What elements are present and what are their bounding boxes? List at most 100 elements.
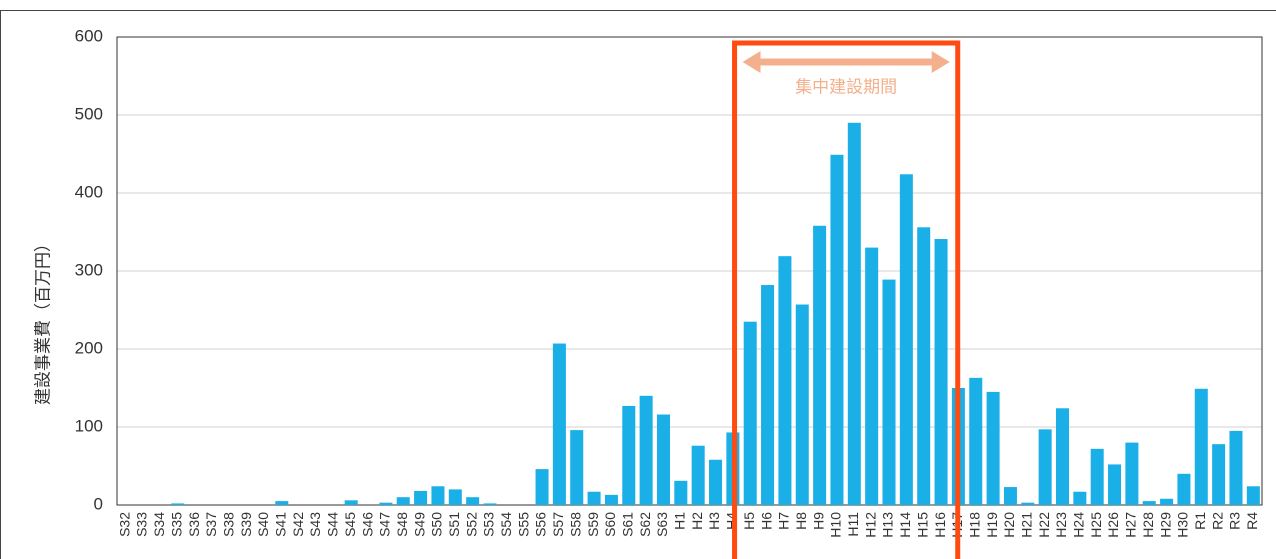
bar: [483, 503, 497, 505]
bar: [865, 247, 879, 505]
bar: [466, 497, 480, 505]
x-tick-label: S42: [290, 512, 306, 537]
x-tick-label: S33: [134, 512, 150, 537]
bar: [986, 391, 1000, 505]
bar: [1177, 473, 1191, 505]
x-tick-label: S46: [359, 512, 375, 537]
highlight-box: [732, 40, 961, 559]
bar: [622, 405, 636, 505]
x-tick-label: H14: [897, 512, 913, 538]
bar: [344, 500, 358, 505]
bar: [1003, 487, 1017, 505]
bar: [552, 343, 566, 505]
x-tick-label: H26: [1105, 512, 1121, 538]
x-tick-label: S41: [273, 512, 289, 537]
bar: [847, 122, 861, 506]
bar: [1246, 486, 1260, 505]
x-tick-label: S54: [498, 512, 514, 537]
x-tick-label: H8: [793, 512, 809, 530]
bar: [1229, 430, 1243, 505]
x-tick-label: H27: [1123, 512, 1139, 538]
x-tick-label: S56: [533, 512, 549, 537]
y-tick-label: 500: [75, 104, 103, 123]
bar: [778, 256, 792, 505]
bar: [1108, 464, 1122, 505]
y-tick-label: 600: [75, 26, 103, 45]
y-tick-label: 200: [75, 338, 103, 357]
x-tick-label: H24: [1071, 512, 1087, 538]
bar: [1212, 444, 1226, 505]
x-tick-label: S32: [116, 512, 132, 537]
x-tick-label: S63: [654, 512, 670, 537]
bar: [1073, 491, 1087, 505]
x-tick-label: S48: [394, 512, 410, 537]
x-tick-label: S62: [637, 512, 653, 537]
x-tick-label: H7: [776, 512, 792, 530]
bar: [691, 445, 705, 505]
bar: [448, 489, 462, 505]
x-tick-label: H21: [1018, 512, 1034, 538]
x-tick-label: S39: [238, 512, 254, 537]
bar: [570, 430, 584, 505]
x-tick-label: H23: [1053, 512, 1069, 538]
x-tick-label: H19: [984, 512, 1000, 538]
x-tick-label: S36: [186, 512, 202, 537]
bar: [882, 279, 896, 505]
x-tick-label: S38: [220, 512, 236, 537]
x-tick-label: H4: [724, 512, 740, 530]
x-tick-label: S40: [255, 512, 271, 537]
x-tick-label: H3: [706, 512, 722, 530]
bar: [1194, 388, 1208, 505]
bar: [917, 227, 931, 505]
bar: [275, 501, 289, 505]
bar: [795, 304, 809, 505]
x-tick-label: H6: [758, 512, 774, 530]
x-tick-label: R4: [1244, 512, 1260, 530]
x-tick-label: H15: [914, 512, 930, 538]
bar: [171, 503, 185, 505]
x-tick-label: S47: [377, 512, 393, 537]
x-tick-label: S45: [342, 512, 358, 537]
x-tick-label: H5: [741, 512, 757, 530]
bar: [934, 239, 948, 505]
x-tick-label: S43: [307, 512, 323, 537]
bar: [709, 459, 723, 505]
bar: [1038, 429, 1052, 505]
x-tick-label: H16: [932, 512, 948, 538]
x-tick-label: S61: [619, 512, 635, 537]
x-tick-label: H25: [1088, 512, 1104, 538]
bar: [535, 469, 549, 505]
x-tick-label: S35: [168, 512, 184, 537]
x-tick-label: S58: [567, 512, 583, 537]
bar: [969, 377, 983, 505]
x-tick-label: S44: [325, 512, 341, 537]
bar: [1125, 442, 1139, 505]
x-tick-label: H12: [862, 512, 878, 538]
x-tick-label: H18: [966, 512, 982, 538]
x-tick-label: S59: [585, 512, 601, 537]
x-tick-label: H29: [1157, 512, 1173, 538]
bar: [743, 321, 757, 505]
y-tick-label: 100: [75, 416, 103, 435]
x-tick-label: S50: [429, 512, 445, 537]
bar: [1142, 501, 1156, 505]
bar: [656, 414, 670, 505]
x-tick-label: H9: [810, 512, 826, 530]
x-tick-label: H30: [1175, 512, 1191, 538]
x-tick-label: H1: [672, 512, 688, 530]
x-tick-label: H13: [880, 512, 896, 538]
bar: [1160, 498, 1174, 505]
x-tick-label: S60: [602, 512, 618, 537]
x-tick-label: H22: [1036, 512, 1052, 538]
x-tick-label: S34: [151, 512, 167, 537]
annotation: 集中建設期間: [795, 77, 897, 96]
plot-border: [116, 36, 1263, 506]
y-tick-label: 400: [75, 182, 103, 201]
frame: [0, 10, 1276, 559]
x-tick-label: H28: [1140, 512, 1156, 538]
bar: [1055, 408, 1069, 505]
x-tick-label: S49: [411, 512, 427, 537]
y-tick-label: 0: [94, 494, 103, 513]
bar: [899, 174, 913, 505]
x-tick-label: H20: [1001, 512, 1017, 538]
